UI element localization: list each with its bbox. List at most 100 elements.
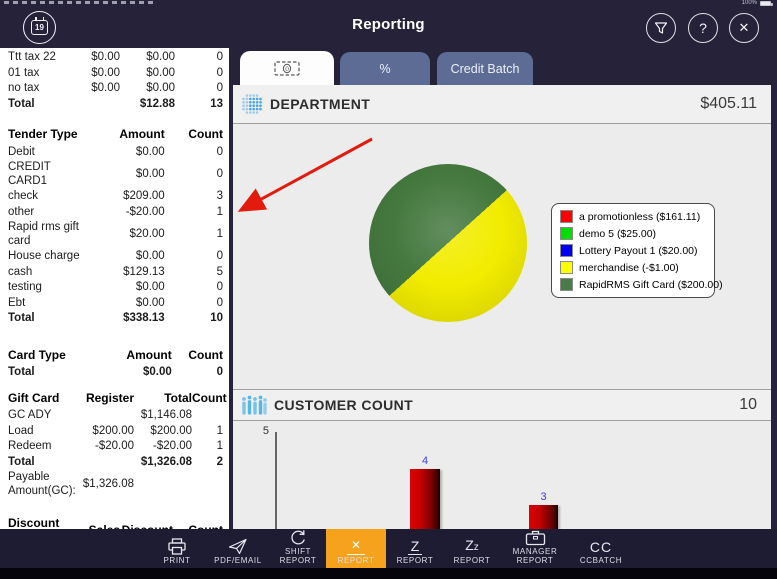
date-picker-button[interactable]: 19 bbox=[23, 11, 56, 44]
banknote-icon: 0 bbox=[274, 60, 300, 76]
filter-button[interactable] bbox=[646, 13, 676, 43]
toolbar-button-report[interactable]: ✕ REPORT bbox=[326, 529, 386, 568]
column-header: Card Type bbox=[8, 347, 66, 362]
table-cell: 0 bbox=[216, 66, 223, 79]
table-cell: 1 bbox=[216, 440, 223, 452]
report-summary-panel[interactable]: Ttt tax 22 $0.00 $0.00 0 01 tax $0.00 $0.00 0 no… bbox=[0, 48, 229, 529]
discount-type-table: Discount TypeSalesDiscountCountCustomize… bbox=[8, 515, 223, 529]
table-cell: -$20.00 bbox=[125, 205, 165, 218]
legend-label: Lottery Payout 1 ($20.00) bbox=[579, 244, 698, 257]
table-cell: $0.00 bbox=[91, 66, 120, 79]
column-header: Gift Card bbox=[8, 390, 60, 405]
close-button[interactable]: ✕ bbox=[729, 13, 759, 43]
table-card: Card Type Amount Count Total $0.00 0 bbox=[8, 347, 223, 381]
tab-percent-report[interactable]: % bbox=[340, 52, 430, 85]
table-row: testing $0.00 0 bbox=[8, 280, 223, 296]
table-tax: Ttt tax 22 $0.00 $0.00 0 01 tax $0.00 $0.00 0 no… bbox=[8, 50, 223, 112]
column-header: Register bbox=[85, 390, 134, 405]
table-cell: Ttt tax 22 bbox=[8, 51, 56, 63]
table-cell: 0 bbox=[216, 281, 223, 293]
column-header: Tender Type bbox=[8, 127, 78, 141]
table-header-row: Card Type Amount Count bbox=[8, 347, 223, 366]
toolbar-button-label: REPORT bbox=[337, 555, 375, 565]
table-cell bbox=[192, 408, 223, 424]
zz-icon: Zz bbox=[465, 536, 479, 553]
table-cell: Debit bbox=[8, 145, 35, 158]
column-header: Discount bbox=[120, 515, 173, 529]
legend-item: Lottery Payout 1 ($20.00) bbox=[560, 244, 706, 257]
table-header-row: Tender Type Amount Count bbox=[8, 126, 223, 145]
refresh-icon bbox=[289, 529, 307, 546]
table-cell: $20.00 bbox=[129, 227, 165, 240]
table-row: Load $200.00 $200.00 1 bbox=[8, 424, 223, 440]
paper-plane-icon bbox=[228, 536, 248, 555]
table-cell: Ebt bbox=[8, 296, 26, 309]
bottom-toolbar: PRINT PDF/EMAIL SHIFT REPORT ✕ REPORT Z REPORT… bbox=[0, 529, 777, 568]
printer-icon bbox=[167, 536, 187, 555]
toolbar-button-ccbatch[interactable]: CC CCBATCH bbox=[570, 529, 632, 568]
customer-count-total: 10 bbox=[739, 396, 757, 413]
toolbar-button-manager-report[interactable]: MANAGER REPORT bbox=[500, 529, 570, 568]
table-header-row: Gift Card Register Total Count bbox=[8, 390, 227, 409]
table-cell: $0.00 bbox=[135, 250, 165, 262]
table-cell: Total bbox=[8, 97, 35, 110]
table-row: no tax $0.00 $0.00 0 bbox=[8, 81, 223, 97]
table-cell: $209.00 bbox=[123, 190, 165, 202]
table-cell: $0.00 bbox=[91, 82, 120, 94]
toolbar-button-pdf-email[interactable]: PDF/EMAIL bbox=[206, 529, 270, 568]
toolbar-button-report[interactable]: Z REPORT bbox=[386, 529, 444, 568]
table-row: Total $12.88 13 bbox=[8, 97, 223, 113]
column-header: Count bbox=[192, 390, 227, 405]
legend-item: RapidRMS Gift Card ($200.00) bbox=[560, 278, 723, 291]
table-cell: $200.00 bbox=[150, 424, 192, 437]
dots-grid-icon bbox=[242, 94, 262, 114]
svg-text:0: 0 bbox=[285, 66, 289, 73]
legend-swatch bbox=[560, 244, 573, 257]
legend-label: a promotionless ($161.11) bbox=[579, 210, 701, 223]
table-cell: $0.00 bbox=[142, 366, 172, 378]
table-row: cash $129.13 5 bbox=[8, 265, 223, 281]
report-tab-bar: 0 % Credit Batch bbox=[233, 48, 771, 85]
battery-percent: 100% bbox=[741, 0, 757, 6]
x-underline-icon: ✕ bbox=[346, 536, 366, 555]
table-row: check $209.00 3 bbox=[8, 189, 223, 205]
bar bbox=[410, 469, 440, 529]
table-cell: House charge bbox=[8, 250, 80, 262]
table-row: Ebt $0.00 0 bbox=[8, 296, 223, 312]
table-cell: 01 tax bbox=[8, 66, 40, 79]
toolbar-button-shift-report[interactable]: SHIFT REPORT bbox=[270, 529, 326, 568]
cc-icon: CC bbox=[589, 538, 613, 555]
tab-cash-report[interactable]: 0 bbox=[240, 51, 334, 85]
header-bar: 100% 19 Reporting ? ✕ bbox=[0, 0, 777, 48]
table-row: GC ADY $1,146.08 bbox=[8, 408, 223, 424]
table-cell: Total bbox=[8, 366, 35, 378]
column-header: Count bbox=[188, 127, 223, 141]
table-cell: $0.00 bbox=[135, 281, 165, 293]
tab-credit-batch[interactable]: Credit Batch bbox=[437, 52, 533, 85]
table-cell: $200.00 bbox=[92, 424, 134, 437]
toolbar-button-label: REPORT bbox=[453, 555, 491, 565]
toolbar-button-report[interactable]: Zz REPORT bbox=[444, 529, 500, 568]
legend-item: merchandise (-$1.00) bbox=[560, 261, 706, 274]
table-cell: $0.00 bbox=[146, 51, 175, 63]
toolbar-button-print[interactable]: PRINT bbox=[148, 529, 206, 568]
table-row: CREDIT CARD1 $0.00 0 bbox=[8, 160, 223, 189]
bar-value-label: 4 bbox=[421, 455, 429, 467]
table-cell: -$20.00 bbox=[152, 440, 192, 452]
legend-label: merchandise (-$1.00) bbox=[579, 261, 679, 274]
table-cell: check bbox=[8, 190, 39, 202]
table-header-row: Discount Type SalesDiscountCount bbox=[8, 515, 223, 529]
pie-legend: a promotionless ($161.11) demo 5 ($25.00)… bbox=[551, 203, 723, 298]
table-row: other -$20.00 1 bbox=[8, 205, 223, 221]
report-charts-panel: 0 % Credit Batch DEPARTMENT $405.11 a pr… bbox=[233, 48, 771, 529]
column-header: Amount bbox=[119, 127, 165, 141]
table-cell: $1,326.08 bbox=[82, 477, 134, 490]
customer-count-title: CUSTOMER COUNT bbox=[274, 397, 414, 413]
table-cell: Redeem bbox=[8, 440, 52, 452]
table-cell: $0.00 bbox=[146, 82, 175, 94]
table-cell: 0 bbox=[216, 250, 223, 262]
table-cell: no tax bbox=[8, 82, 40, 94]
page-title: Reporting bbox=[352, 15, 425, 33]
table-cell: $12.88 bbox=[139, 97, 175, 110]
help-button[interactable]: ? bbox=[688, 13, 718, 43]
